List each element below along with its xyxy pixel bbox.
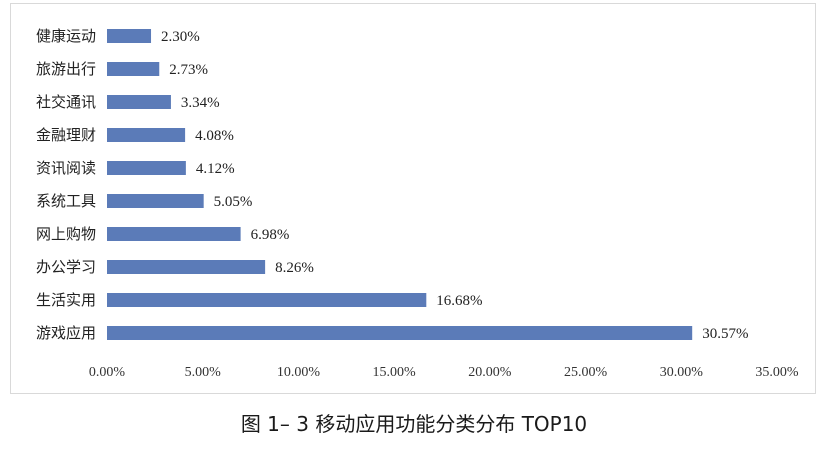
- x-tick-label-2: 5.00%: [185, 365, 222, 380]
- x-tick-label-3: 10.00%: [277, 365, 321, 380]
- value-label-4: 4.08%: [195, 128, 234, 144]
- category-label-4: 金融理财: [36, 126, 96, 144]
- bar-10: [107, 326, 693, 340]
- bar-8: [107, 260, 266, 274]
- bar-6: [107, 194, 204, 208]
- category-label-5: 资讯阅读: [36, 159, 96, 177]
- category-label-8: 办公学习: [36, 258, 96, 276]
- bar-chart: 健康运动 2.30% 旅游出行 2.73% 社交通讯 3.34% 金融理财 4.08% 资讯阅读…: [36, 27, 799, 380]
- category-label-6: 系统工具: [36, 192, 96, 210]
- category-label-9: 生活实用: [36, 291, 96, 309]
- bar-2: [107, 62, 160, 76]
- x-tick-label-6: 25.00%: [564, 365, 608, 380]
- value-label-6: 5.05%: [214, 194, 253, 210]
- bar-3: [107, 95, 171, 109]
- value-label-5: 4.12%: [196, 161, 235, 177]
- bar-9: [107, 293, 427, 307]
- category-label-1: 健康运动: [36, 27, 96, 45]
- x-tick-label-8: 35.00%: [755, 365, 799, 380]
- value-label-9: 16.68%: [436, 293, 482, 309]
- bar-5: [107, 161, 186, 175]
- value-label-3: 3.34%: [181, 95, 220, 111]
- category-label-7: 网上购物: [36, 225, 96, 243]
- figure-caption: 图 1– 3 移动应用功能分类分布 TOP10: [240, 412, 588, 436]
- category-label-3: 社交通讯: [36, 93, 96, 111]
- bar-4: [107, 128, 186, 142]
- value-label-2: 2.73%: [169, 62, 208, 78]
- x-tick-label-7: 30.00%: [660, 365, 704, 380]
- x-tick-label-5: 20.00%: [468, 365, 512, 380]
- value-label-8: 8.26%: [275, 260, 314, 276]
- bar-7: [107, 227, 241, 241]
- chart-frame: 健康运动 2.30% 旅游出行 2.73% 社交通讯 3.34% 金融理财 4.08% 资讯阅读…: [10, 3, 816, 394]
- bar-1: [107, 29, 152, 43]
- value-label-1: 2.30%: [161, 29, 200, 45]
- category-label-10: 游戏应用: [36, 324, 96, 342]
- value-label-7: 6.98%: [251, 227, 290, 243]
- x-tick-label-4: 15.00%: [373, 365, 417, 380]
- value-label-10: 30.57%: [702, 326, 748, 342]
- category-label-2: 旅游出行: [36, 60, 96, 78]
- x-tick-label-1: 0.00%: [89, 365, 126, 380]
